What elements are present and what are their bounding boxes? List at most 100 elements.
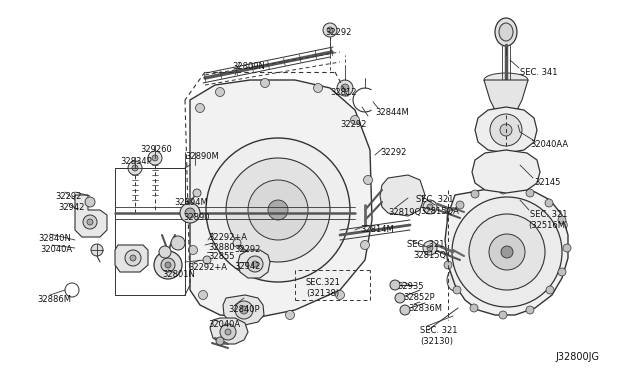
Text: 32834P: 32834P — [120, 157, 152, 166]
Circle shape — [260, 78, 269, 87]
Polygon shape — [223, 295, 264, 325]
Text: 32815Q: 32815Q — [413, 251, 446, 260]
Text: 32942: 32942 — [58, 203, 84, 212]
Circle shape — [161, 258, 175, 272]
Circle shape — [128, 161, 142, 175]
Circle shape — [216, 337, 224, 345]
Ellipse shape — [484, 73, 528, 87]
Text: 32880: 32880 — [208, 243, 235, 252]
Circle shape — [225, 329, 231, 335]
Circle shape — [563, 244, 571, 252]
Circle shape — [195, 103, 205, 112]
Circle shape — [469, 214, 545, 290]
Text: 32890M: 32890M — [185, 152, 219, 161]
Circle shape — [444, 261, 452, 269]
Circle shape — [501, 246, 513, 258]
Polygon shape — [210, 318, 248, 344]
Circle shape — [490, 114, 522, 146]
Text: SEC. 321: SEC. 321 — [420, 326, 458, 335]
Circle shape — [456, 201, 464, 209]
Text: 329260: 329260 — [140, 145, 172, 154]
Circle shape — [230, 311, 239, 320]
Circle shape — [360, 241, 369, 250]
Ellipse shape — [247, 134, 297, 162]
Text: (32138): (32138) — [306, 289, 339, 298]
Polygon shape — [475, 107, 537, 153]
Polygon shape — [445, 188, 568, 315]
Circle shape — [364, 176, 372, 185]
Text: 32819Q: 32819Q — [388, 208, 421, 217]
Circle shape — [500, 124, 512, 136]
Circle shape — [220, 324, 236, 340]
Circle shape — [91, 244, 103, 256]
Ellipse shape — [495, 18, 517, 46]
Text: 32292+A: 32292+A — [188, 263, 227, 272]
Circle shape — [203, 256, 211, 264]
Text: 32040AA: 32040AA — [530, 140, 568, 149]
Text: SEC. 321: SEC. 321 — [407, 240, 445, 249]
Circle shape — [159, 246, 171, 258]
Circle shape — [558, 216, 566, 224]
Text: 32935: 32935 — [397, 282, 424, 291]
Circle shape — [489, 234, 525, 270]
Circle shape — [226, 158, 330, 262]
Circle shape — [130, 255, 136, 261]
Text: SEC. 321: SEC. 321 — [416, 195, 454, 204]
Circle shape — [470, 304, 478, 312]
Text: 32292: 32292 — [234, 245, 260, 254]
Circle shape — [452, 197, 562, 307]
Circle shape — [233, 239, 241, 247]
Text: 32855: 32855 — [208, 252, 234, 261]
Circle shape — [268, 200, 288, 220]
Ellipse shape — [499, 23, 513, 41]
Text: 32292: 32292 — [55, 192, 81, 201]
Text: 32836M: 32836M — [408, 304, 442, 313]
Text: 32292: 32292 — [325, 28, 351, 37]
Text: 32040A: 32040A — [208, 320, 240, 329]
Text: 32292+A: 32292+A — [208, 233, 247, 242]
Text: 32894M: 32894M — [174, 198, 208, 207]
Circle shape — [189, 246, 198, 254]
Circle shape — [327, 27, 333, 33]
Text: SEC. 321: SEC. 321 — [530, 210, 568, 219]
Circle shape — [499, 186, 507, 194]
Circle shape — [252, 261, 258, 267]
Text: 32292: 32292 — [340, 120, 366, 129]
Circle shape — [152, 155, 158, 161]
Text: 32040A: 32040A — [40, 245, 72, 254]
Text: SEC.321: SEC.321 — [306, 278, 341, 287]
Ellipse shape — [240, 108, 320, 153]
Polygon shape — [380, 175, 425, 216]
Polygon shape — [484, 80, 528, 115]
Circle shape — [341, 84, 349, 92]
Circle shape — [314, 83, 323, 93]
Circle shape — [337, 80, 353, 96]
Polygon shape — [75, 195, 107, 237]
Circle shape — [240, 306, 248, 314]
Circle shape — [427, 245, 433, 251]
Circle shape — [85, 197, 95, 207]
Circle shape — [285, 311, 294, 320]
Circle shape — [185, 208, 195, 218]
Polygon shape — [238, 250, 270, 278]
Text: 32801N: 32801N — [162, 270, 195, 279]
Circle shape — [125, 250, 141, 266]
Text: (32516M): (32516M) — [528, 221, 568, 230]
Circle shape — [148, 151, 162, 165]
Circle shape — [198, 291, 207, 299]
Text: 32812: 32812 — [330, 88, 356, 97]
Ellipse shape — [447, 207, 463, 229]
Circle shape — [351, 115, 360, 125]
Text: 32840P: 32840P — [228, 305, 260, 314]
Circle shape — [171, 236, 185, 250]
Text: 32292: 32292 — [380, 148, 406, 157]
Polygon shape — [190, 80, 372, 318]
Circle shape — [453, 286, 461, 294]
Circle shape — [546, 286, 554, 294]
Circle shape — [216, 87, 225, 96]
Circle shape — [423, 200, 437, 214]
Text: 32886M: 32886M — [37, 295, 71, 304]
Circle shape — [248, 180, 308, 240]
Circle shape — [423, 241, 437, 255]
Circle shape — [132, 165, 138, 171]
